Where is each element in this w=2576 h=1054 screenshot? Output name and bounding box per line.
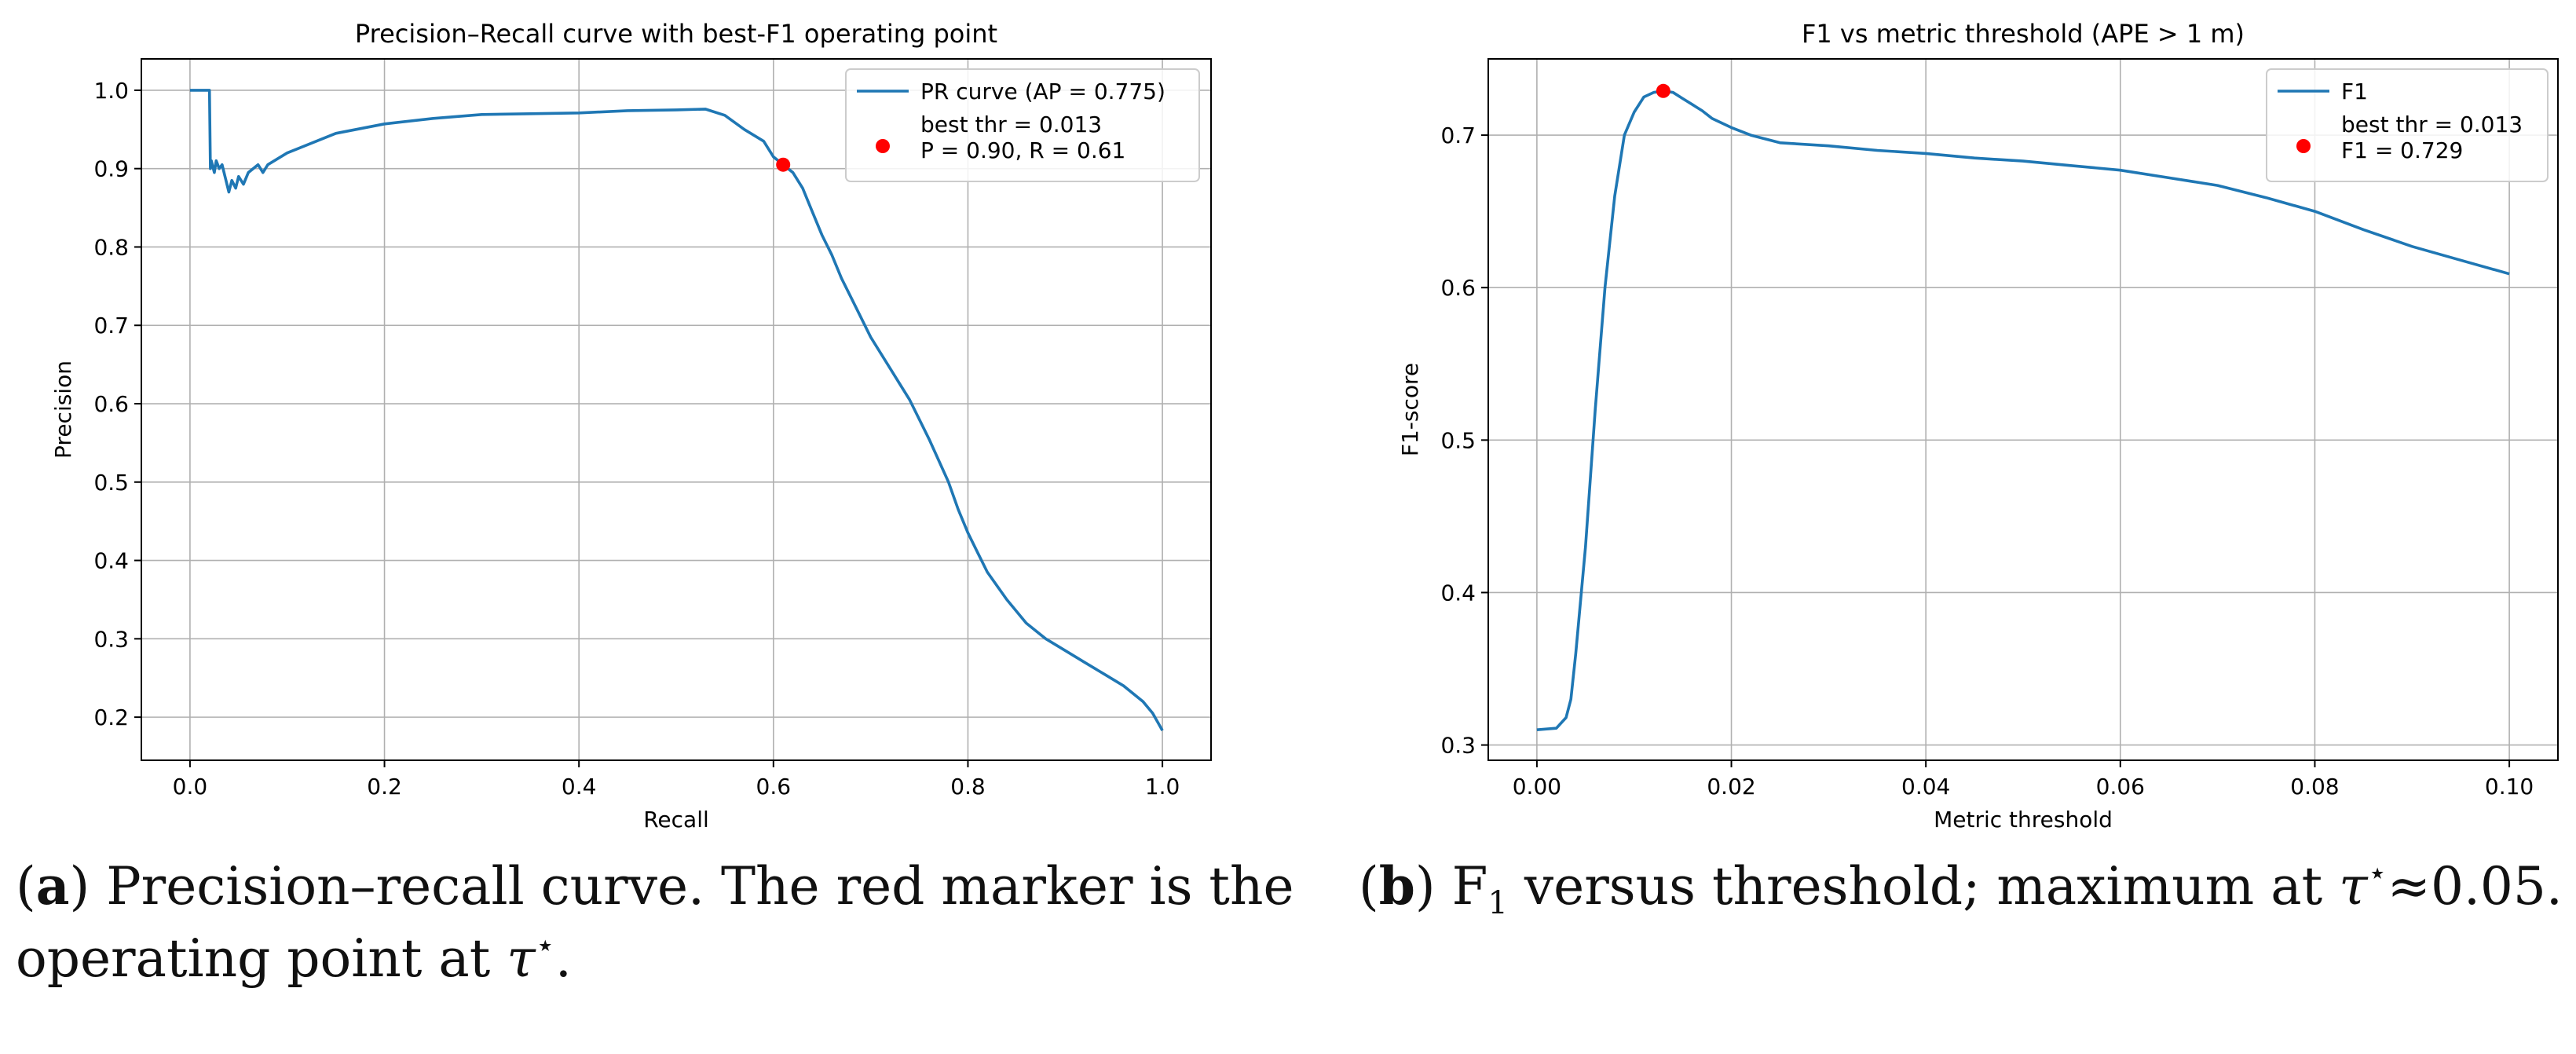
plot-frame bbox=[141, 58, 1212, 761]
y-tick-label: 0.4 bbox=[93, 548, 129, 574]
chart-title: Precision–Recall curve with best-F1 oper… bbox=[355, 19, 997, 49]
series-line bbox=[189, 89, 1164, 731]
best-f1-marker bbox=[1656, 83, 1670, 98]
y-axis-label: F1-score bbox=[1397, 363, 1423, 456]
x-tick-label: 0.4 bbox=[562, 774, 597, 800]
x-tick-label: 0.6 bbox=[756, 774, 792, 800]
y-tick-label: 0.6 bbox=[1440, 275, 1476, 301]
caption-a-line2: operating point at bbox=[16, 928, 507, 989]
x-tick-label: 0.10 bbox=[2485, 774, 2534, 800]
y-tick-label: 0.3 bbox=[1440, 733, 1476, 759]
plot-frame bbox=[1487, 58, 2559, 761]
x-tick-label: 0.04 bbox=[1901, 774, 1950, 800]
x-tick-label: 0.02 bbox=[1707, 774, 1755, 800]
legend-marker-label: F1 = 0.729 bbox=[2341, 137, 2463, 163]
figure-canvas: 0.0 0.2 0.4 0.6 0.8 1.0 0.2 0.3 0.4 0.5 0.6 0.7 0.8 0… bbox=[50, 19, 2559, 833]
y-tick-label: 0.8 bbox=[93, 234, 129, 260]
x-tick-label: 0.8 bbox=[950, 774, 986, 800]
caption-a-tau: τ bbox=[507, 928, 536, 989]
y-axis-label: Precision bbox=[50, 360, 76, 459]
caption-b-sub: 1 bbox=[1487, 885, 1508, 921]
legend-marker-swatch bbox=[2296, 139, 2311, 153]
chart-panel-b: 0.00 0.02 0.04 0.06 0.08 0.10 0.3 0.4 0.5 0.6 0.7 F… bbox=[1397, 19, 2559, 833]
caption-b-tau: τ bbox=[2339, 856, 2368, 917]
caption-b-star: ⋆ bbox=[2367, 855, 2388, 891]
x-tick-label: 1.0 bbox=[1145, 774, 1180, 800]
caption-b-text: versus threshold; maximum at bbox=[1507, 856, 2340, 917]
y-tick-label: 0.6 bbox=[93, 391, 129, 417]
legend-marker-label: best thr = 0.013 bbox=[920, 112, 1102, 137]
caption-a-end: . bbox=[554, 928, 572, 989]
caption-b-f: F bbox=[1451, 856, 1488, 917]
y-tick-label: 0.9 bbox=[93, 156, 129, 182]
x-tick-label: 0.2 bbox=[367, 774, 402, 800]
x-tick-label: 0.0 bbox=[173, 774, 208, 800]
y-tick-label: 0.5 bbox=[1440, 427, 1476, 453]
series-line bbox=[1536, 90, 2510, 731]
x-tick-label: 0.08 bbox=[2290, 774, 2339, 800]
legend-series-label: F1 bbox=[2341, 79, 2368, 104]
legend-marker-swatch bbox=[876, 139, 890, 153]
x-tick-label: 0.00 bbox=[1513, 774, 1561, 800]
y-tick-label: 0.7 bbox=[1440, 123, 1476, 148]
y-tick-label: 0.7 bbox=[93, 313, 129, 339]
caption-a-star: ⋆ bbox=[535, 928, 555, 964]
caption-b: (b) F1 versus threshold; maximum at τ⋆≈0… bbox=[1359, 855, 2563, 921]
y-tick-label: 0.3 bbox=[93, 626, 129, 652]
y-tick-label: 0.5 bbox=[93, 470, 129, 496]
x-tick-label: 0.06 bbox=[2096, 774, 2145, 800]
legend-marker-label: best thr = 0.013 bbox=[2341, 112, 2523, 137]
caption-b-label: b bbox=[1378, 855, 1415, 917]
chart-panel-a: 0.0 0.2 0.4 0.6 0.8 1.0 0.2 0.3 0.4 0.5 0.6 0.7 0.8 0… bbox=[50, 19, 1212, 833]
y-tick-label: 1.0 bbox=[93, 78, 129, 104]
y-tick-label: 0.2 bbox=[93, 704, 129, 730]
chart-title: F1 vs metric threshold (APE > 1 m) bbox=[1802, 19, 2245, 49]
legend-box bbox=[2266, 68, 2549, 182]
caption-a-line1: Precision–recall curve. The red marker i… bbox=[106, 856, 1294, 917]
y-tick-label: 0.4 bbox=[1440, 580, 1476, 606]
caption-b-approx: ≈0.05. bbox=[2387, 856, 2563, 917]
x-axis-label: Metric threshold bbox=[1934, 807, 2113, 833]
caption-a: (a) Precision–recall curve. The red mark… bbox=[16, 855, 1294, 989]
x-axis-label: Recall bbox=[643, 807, 709, 833]
caption-a-label: a bbox=[35, 855, 70, 917]
legend-marker-label: P = 0.90, R = 0.61 bbox=[920, 137, 1125, 163]
legend-series-label: PR curve (AP = 0.775) bbox=[920, 79, 1165, 104]
legend-box bbox=[845, 68, 1200, 182]
best-f1-marker bbox=[776, 157, 791, 172]
